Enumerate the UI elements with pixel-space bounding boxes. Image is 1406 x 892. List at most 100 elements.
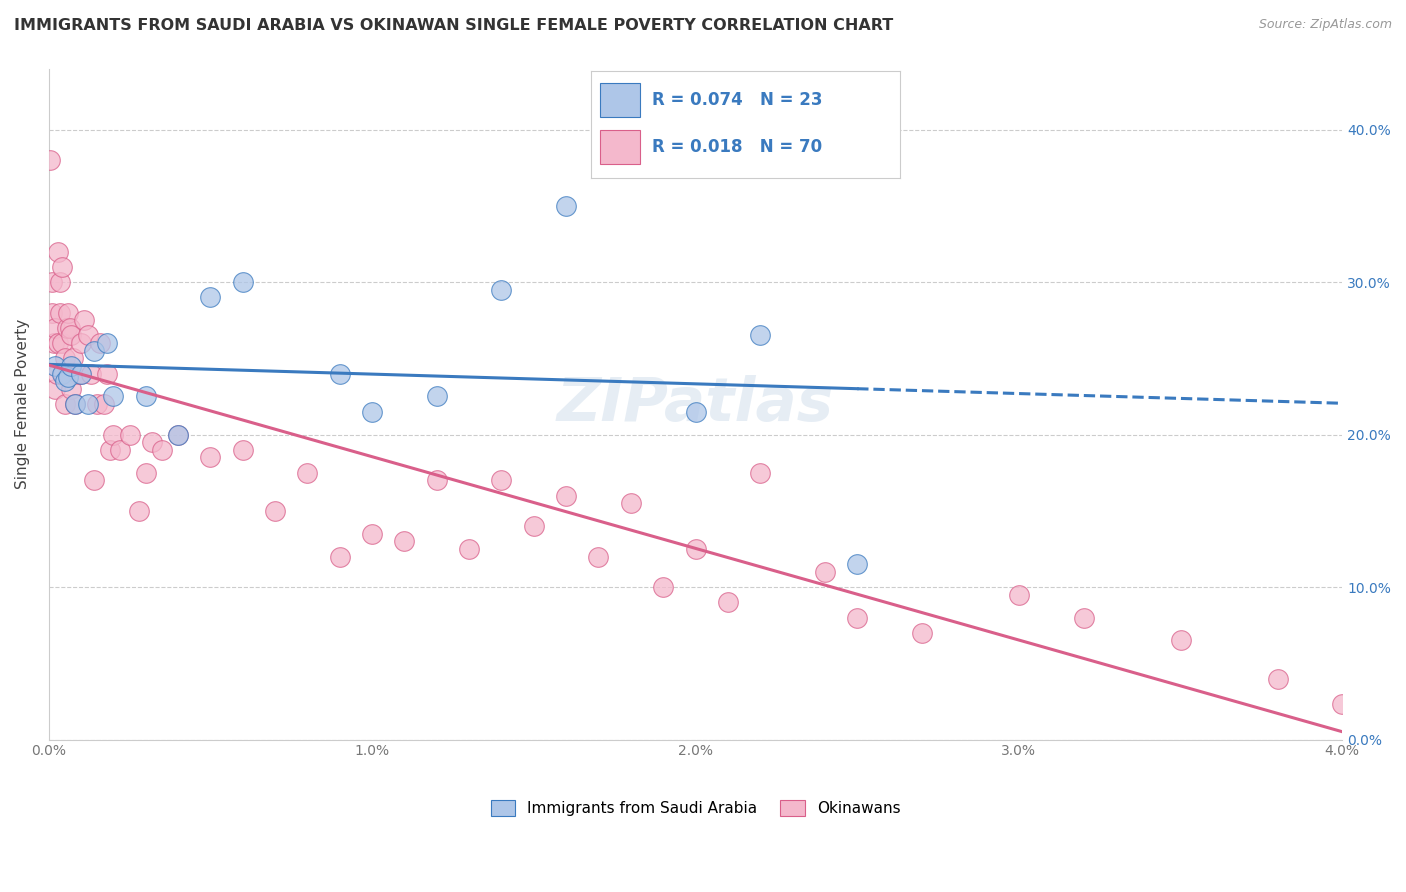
Point (45, 367, 67, 381)
Point (749, 466, 772, 480)
Text: R = 0.074   N = 23: R = 0.074 N = 23 (652, 91, 823, 109)
Point (555, 489, 578, 503)
Point (52, 367, 75, 381)
Point (53, 374, 76, 388)
Point (96, 367, 118, 381)
Point (749, 328, 772, 343)
Point (458, 541, 481, 556)
Point (60, 328, 83, 343)
Point (297, 466, 319, 480)
Point (96, 336, 118, 351)
Point (814, 565, 837, 579)
Point (60, 382, 83, 396)
Point (200, 290, 222, 304)
Point (135, 389, 157, 403)
Text: ZIPatlas: ZIPatlas (557, 375, 834, 434)
Point (426, 473, 449, 487)
Point (63, 397, 86, 411)
FancyBboxPatch shape (600, 130, 640, 164)
Point (73, 313, 96, 327)
Point (394, 534, 416, 549)
Point (167, 427, 190, 442)
Point (55, 320, 77, 334)
Legend: Immigrants from Saudi Arabia, Okinawans: Immigrants from Saudi Arabia, Okinawans (485, 794, 907, 822)
Point (83, 343, 105, 358)
Point (232, 442, 254, 457)
Point (89, 336, 111, 351)
Point (56, 305, 79, 319)
Point (53, 397, 76, 411)
Point (60, 359, 83, 373)
Text: IMMIGRANTS FROM SAUDI ARABIA VS OKINAWAN SINGLE FEMALE POVERTY CORRELATION CHART: IMMIGRANTS FROM SAUDI ARABIA VS OKINAWAN… (14, 18, 893, 33)
Point (39, 153, 62, 167)
Point (426, 389, 449, 403)
Point (70, 367, 93, 381)
Point (63, 397, 86, 411)
Point (685, 541, 707, 556)
Point (98, 442, 121, 457)
Point (141, 435, 163, 450)
Point (80, 367, 103, 381)
Point (361, 526, 384, 541)
Point (150, 442, 173, 457)
Text: Source: ZipAtlas.com: Source: ZipAtlas.com (1258, 18, 1392, 31)
Point (76, 328, 98, 343)
Point (491, 473, 513, 487)
Point (846, 557, 869, 571)
Point (361, 405, 384, 419)
Text: R = 0.018   N = 70: R = 0.018 N = 70 (652, 138, 823, 156)
Point (167, 427, 190, 442)
Point (83, 473, 105, 487)
Point (59, 320, 82, 334)
Point (128, 504, 150, 518)
Point (44, 320, 66, 334)
Point (232, 275, 254, 289)
Point (44, 359, 66, 373)
Point (200, 450, 222, 465)
Point (103, 389, 125, 403)
Point (56, 367, 79, 381)
Point (49, 275, 72, 289)
Point (70, 367, 93, 381)
Point (66, 367, 89, 381)
Point (118, 427, 141, 442)
Point (588, 549, 610, 564)
Point (93, 397, 115, 411)
Point (53, 351, 76, 366)
Point (652, 580, 675, 594)
Point (51, 367, 73, 381)
Point (51, 260, 73, 274)
Point (1331, 698, 1354, 712)
Point (911, 625, 934, 640)
Point (1008, 588, 1031, 602)
Point (620, 496, 643, 510)
Point (48, 244, 70, 259)
Point (51, 336, 73, 351)
Point (685, 405, 707, 419)
Point (56, 369, 79, 384)
Point (48, 336, 70, 351)
Point (49, 305, 72, 319)
Point (103, 427, 125, 442)
Point (329, 549, 352, 564)
Point (329, 367, 352, 381)
Point (86, 397, 108, 411)
Y-axis label: Single Female Poverty: Single Female Poverty (15, 319, 30, 489)
Point (62, 351, 84, 366)
Point (717, 595, 740, 609)
Point (41, 305, 63, 319)
Point (70, 336, 93, 351)
Point (41, 275, 63, 289)
Point (44, 382, 66, 396)
Point (264, 504, 287, 518)
Point (1267, 672, 1289, 686)
Point (108, 442, 131, 457)
Point (1170, 633, 1192, 648)
Point (491, 283, 513, 297)
Point (846, 610, 869, 624)
Point (135, 466, 157, 480)
Point (555, 199, 578, 213)
Point (1073, 610, 1095, 624)
Point (42, 336, 65, 351)
FancyBboxPatch shape (600, 83, 640, 118)
